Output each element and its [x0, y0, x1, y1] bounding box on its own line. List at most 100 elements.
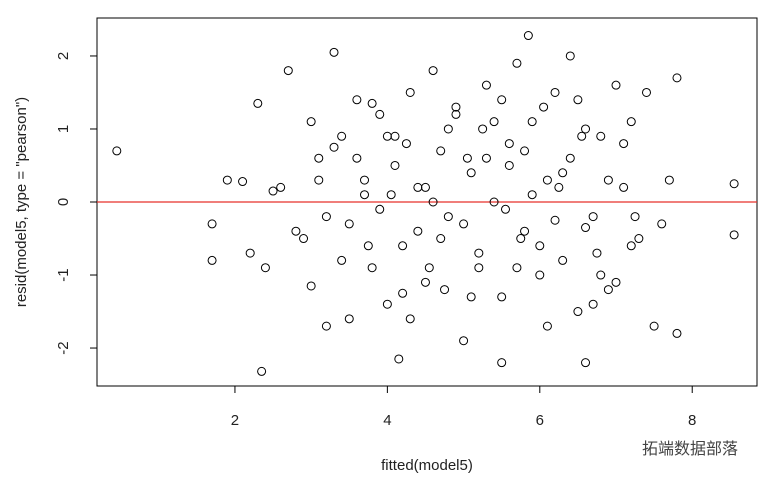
point [413, 226, 423, 236]
point [581, 358, 591, 368]
point [619, 139, 629, 149]
point [550, 87, 560, 97]
point [481, 153, 491, 163]
point [588, 299, 598, 309]
point [512, 58, 522, 68]
point [577, 131, 587, 141]
point [401, 139, 411, 149]
x-tick-label: 2 [231, 412, 239, 429]
x-tick-label: 8 [688, 412, 696, 429]
point [459, 219, 469, 229]
point [337, 131, 347, 141]
point [611, 80, 621, 90]
point [337, 255, 347, 265]
point [466, 168, 476, 178]
point [657, 219, 667, 229]
point [729, 179, 739, 189]
point [626, 241, 636, 251]
point [535, 241, 545, 251]
point [245, 248, 255, 258]
point [573, 95, 583, 105]
point [527, 117, 537, 127]
point [238, 177, 248, 187]
point [436, 146, 446, 156]
point [306, 117, 316, 127]
point [603, 175, 613, 185]
point [558, 255, 568, 265]
point [596, 131, 606, 141]
point [535, 270, 545, 280]
point [573, 307, 583, 317]
y-tick-label: -2 [55, 341, 72, 354]
point [581, 223, 591, 233]
point [321, 321, 331, 331]
point [352, 95, 362, 105]
point [329, 142, 339, 152]
point [253, 98, 263, 108]
point [542, 175, 552, 185]
point [329, 47, 339, 57]
point [207, 255, 217, 265]
point [527, 190, 537, 200]
point [344, 314, 354, 324]
y-tick-label: 1 [55, 125, 72, 133]
point [729, 230, 739, 240]
point [367, 98, 377, 108]
point [459, 336, 469, 346]
y-tick-label: 0 [55, 198, 72, 206]
point [222, 175, 232, 185]
point [291, 226, 301, 236]
point [424, 263, 434, 273]
point [268, 186, 278, 196]
watermark: 拓端数据部落 [642, 440, 738, 458]
point [428, 66, 438, 76]
point [420, 277, 430, 287]
point [382, 299, 392, 309]
point [672, 73, 682, 83]
point [626, 117, 636, 127]
point [554, 182, 564, 192]
point [375, 204, 385, 214]
point [500, 204, 510, 214]
point [299, 234, 309, 244]
point [314, 153, 324, 163]
point [344, 219, 354, 229]
point [630, 212, 640, 222]
point [436, 234, 446, 244]
point [321, 212, 331, 222]
point [257, 366, 267, 376]
point [489, 197, 499, 207]
point [413, 182, 423, 192]
point [481, 80, 491, 90]
point [443, 212, 453, 222]
point [360, 175, 370, 185]
point [520, 146, 530, 156]
point [260, 263, 270, 273]
point [352, 153, 362, 163]
y-tick-label: -1 [55, 268, 72, 281]
point [451, 102, 461, 112]
point [462, 153, 472, 163]
x-axis-label: fitted(model5) [381, 457, 473, 474]
point [207, 219, 217, 229]
point [306, 281, 316, 291]
point [504, 139, 514, 149]
point [443, 124, 453, 134]
point [382, 131, 392, 141]
point [474, 248, 484, 258]
point [405, 314, 415, 324]
y-tick-label: 2 [55, 52, 72, 60]
point [375, 109, 385, 119]
point [672, 328, 682, 338]
point [276, 182, 286, 192]
point [386, 190, 396, 200]
point [550, 215, 560, 225]
point [539, 102, 549, 112]
point [504, 160, 514, 170]
point [398, 288, 408, 298]
point [489, 117, 499, 127]
point [497, 292, 507, 302]
x-tick-label: 4 [383, 412, 391, 429]
point [478, 124, 488, 134]
